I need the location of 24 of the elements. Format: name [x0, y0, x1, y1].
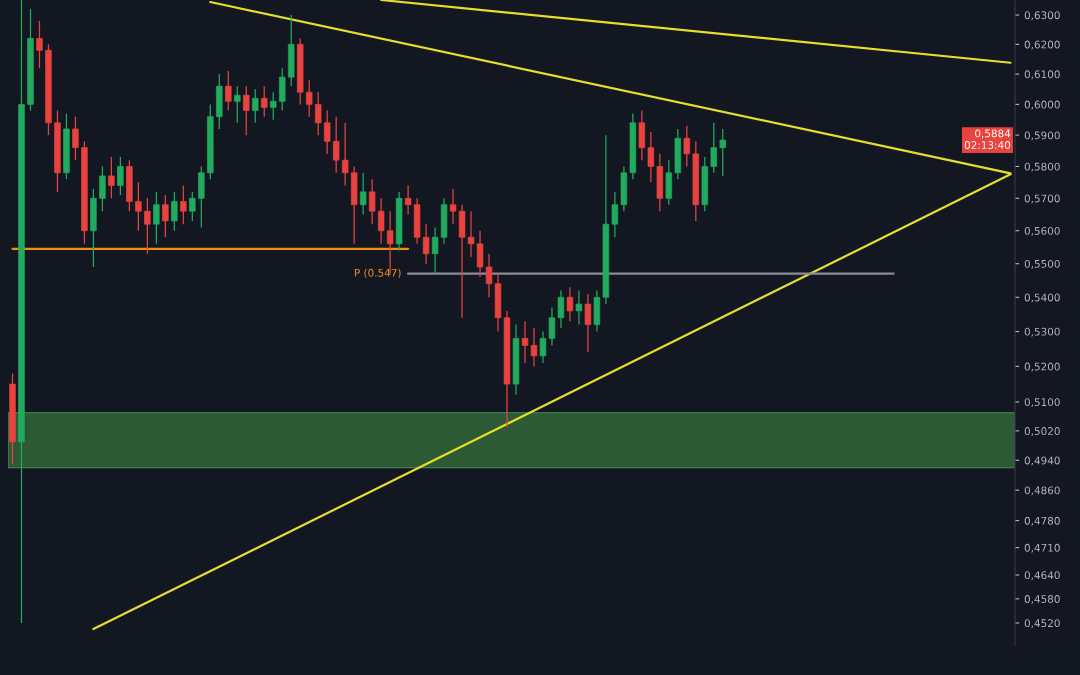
y-tick-label: 0,4940	[1024, 456, 1060, 466]
y-tick-label: 0,5500	[1024, 259, 1060, 269]
y-tick-label: 0,5700	[1024, 194, 1060, 204]
annotation: 02:13:40	[964, 141, 1011, 149]
y-tick-label: 0,5600	[1024, 226, 1060, 236]
y-tick-label: 0,6100	[1024, 70, 1060, 80]
annotation: P (0.547)	[354, 268, 401, 278]
y-tick-label: 0,4520	[1024, 619, 1060, 629]
y-tick-label: 0,5200	[1024, 362, 1060, 372]
y-tick-label: 0,4860	[1024, 486, 1060, 496]
y-tick-label: 0,5800	[1024, 162, 1060, 172]
y-tick-label: 0,5020	[1024, 427, 1060, 437]
y-tick-label: 0,5300	[1024, 327, 1060, 337]
y-tick-label: 0,4580	[1024, 595, 1060, 605]
y-tick-label: 0,6200	[1024, 40, 1060, 50]
y-tick-label: 0,5900	[1024, 131, 1060, 141]
y-tick-label: 0,6000	[1024, 100, 1060, 110]
y-tick-label: 0,4780	[1024, 516, 1060, 526]
y-tick-label: 0,6300	[1024, 11, 1060, 21]
y-tick-label: 0,5400	[1024, 293, 1060, 303]
y-tick-label: 0,4640	[1024, 571, 1060, 581]
y-tick-label: 0,5100	[1024, 398, 1060, 408]
y-tick-label: 0,4710	[1024, 543, 1060, 553]
annotation: 0,5884	[975, 129, 1011, 139]
